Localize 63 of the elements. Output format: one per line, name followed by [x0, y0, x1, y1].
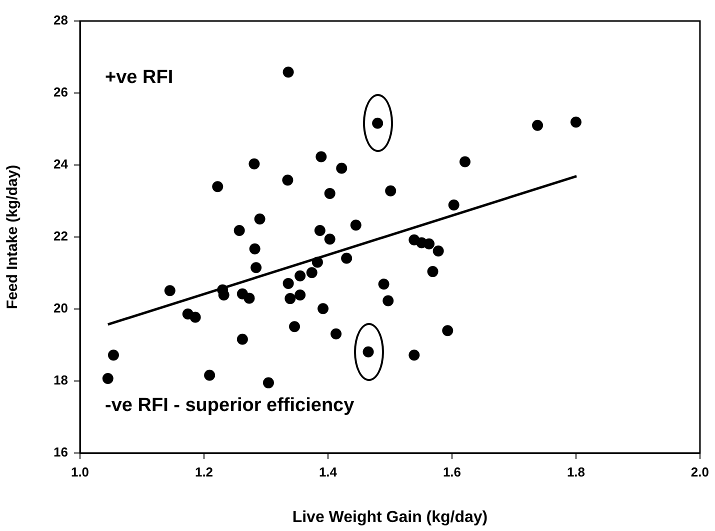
y-tick-label: 24	[54, 156, 69, 172]
point	[294, 270, 306, 282]
x-tick-label: 1.0	[70, 464, 90, 480]
point	[306, 267, 318, 278]
point	[282, 278, 294, 289]
point	[102, 372, 114, 384]
point	[316, 151, 327, 162]
y-tick-label: 18	[54, 372, 68, 388]
point	[212, 181, 224, 192]
point	[382, 295, 394, 306]
y-tick-label: 16	[54, 444, 68, 460]
point	[234, 225, 245, 236]
point	[289, 321, 300, 332]
point	[442, 325, 454, 336]
point	[350, 220, 362, 231]
point	[108, 350, 119, 361]
point	[427, 266, 438, 278]
point	[250, 262, 262, 274]
y-tick-label: 20	[54, 300, 68, 316]
point	[164, 285, 176, 296]
point	[385, 185, 396, 196]
point	[312, 256, 323, 268]
point	[262, 377, 274, 388]
point	[324, 188, 336, 199]
x-axis-title: Live Weight Gain (kg/day)	[292, 508, 488, 526]
y-tick-label: 26	[54, 84, 68, 100]
point	[204, 370, 216, 381]
annotation: +ve RFI	[105, 67, 174, 88]
point	[318, 303, 329, 314]
point	[341, 252, 352, 264]
point	[236, 334, 248, 345]
y-axis-title: Feed Intake (kg/day)	[4, 164, 22, 310]
point	[294, 289, 306, 300]
point	[336, 162, 348, 174]
x-tick-label: 1.2	[194, 464, 214, 480]
x-tick-label: 1.6	[442, 464, 462, 480]
x-tick-label: 1.8	[566, 464, 586, 480]
point	[570, 116, 582, 128]
point	[448, 199, 460, 210]
point	[460, 156, 470, 168]
y-tick-label: 22	[54, 228, 68, 244]
point	[432, 246, 444, 257]
point	[249, 243, 260, 254]
point	[362, 346, 374, 358]
point	[424, 238, 435, 250]
annotation: -ve RFI - superior efficiency	[105, 395, 355, 416]
point	[324, 234, 336, 245]
point	[282, 66, 294, 78]
point	[314, 225, 326, 236]
point	[284, 293, 296, 304]
point	[408, 350, 420, 361]
point	[282, 174, 294, 186]
point	[254, 214, 266, 224]
y-tick-label: 28	[54, 12, 68, 28]
x-tick-label: 1.4	[318, 464, 338, 480]
point	[190, 312, 201, 323]
x-tick-label: 2.0	[690, 464, 710, 480]
point	[532, 120, 544, 131]
point	[244, 292, 255, 304]
point	[372, 118, 384, 129]
point	[330, 328, 342, 340]
point	[378, 278, 390, 290]
point	[248, 158, 260, 170]
